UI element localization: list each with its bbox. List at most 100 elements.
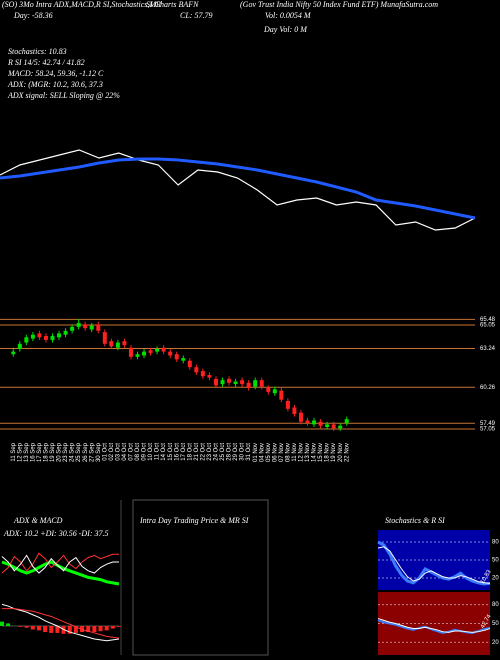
panel-title: ADX & MACD [13, 516, 63, 525]
x-tick-label: 29 Oct [233, 443, 239, 461]
candle-body [253, 380, 258, 387]
header-title: (SO) 3Mo Intra ADX,MACD,R SI,Stochastics… [2, 0, 161, 9]
info-line: ADX: (MGR: 10.2, 30.6, 37.3 [7, 80, 103, 89]
series-line [377, 619, 491, 634]
x-tick-label: 28 Oct [227, 443, 233, 461]
candle-body [148, 350, 153, 353]
price-level-label: 65.48 [480, 317, 496, 323]
candle-body [76, 323, 81, 327]
candle-body [168, 351, 173, 356]
x-tick-label: 18 Nov [325, 443, 331, 462]
x-tick-label: 02 Oct [109, 443, 115, 461]
histogram-bar [92, 626, 97, 633]
series-line [1, 560, 120, 586]
candle-body [174, 354, 179, 360]
y-tick-label: 80 [492, 602, 499, 608]
price-level-label: 63.24 [480, 346, 496, 352]
price-level-label: 65.05 [480, 323, 496, 329]
candle-body [17, 343, 22, 349]
x-tick-label: 08 Oct [135, 443, 141, 461]
series-line [377, 546, 491, 584]
histogram-bar [24, 626, 29, 628]
x-tick-label: 07 Oct [129, 443, 135, 461]
candle-body [298, 412, 303, 422]
histogram-bar [36, 626, 41, 631]
x-tick-label: 08 Nov [285, 443, 291, 462]
x-tick-label: 15 Oct [168, 443, 174, 461]
candle-body [122, 341, 127, 346]
histogram-bar [43, 626, 48, 633]
close-price: CL: 57.79 [180, 11, 212, 20]
x-tick-label: 07 Nov [279, 443, 285, 462]
x-tick-label: 11 Nov [292, 443, 298, 462]
x-tick-label: 12 Nov [299, 443, 305, 462]
x-tick-label: 25 Sep [76, 442, 82, 462]
series-line [0, 149, 476, 231]
x-tick-label: 14 Nov [312, 443, 318, 462]
histogram-bar [30, 626, 35, 630]
day-change: Day: -58.36 [13, 11, 53, 20]
y-tick-label: 80 [492, 540, 499, 546]
candle-body [312, 420, 317, 425]
x-tick-label: 22 Oct [200, 443, 206, 461]
y-tick-label: 50 [492, 621, 499, 627]
info-line: R SI 14/5: 42.74 / 41.82 [7, 58, 85, 67]
candle-body [187, 360, 192, 368]
x-tick-label: 15 Nov [318, 443, 324, 462]
candle-body [331, 424, 336, 429]
candle-body [240, 380, 245, 385]
x-tick-label: 30 Sep [96, 442, 102, 462]
x-tick-label: 17 Sep [37, 442, 43, 462]
panel-title: Intra Day Trading Price & MR SI [139, 516, 249, 525]
x-tick-label: 20 Nov [338, 443, 344, 462]
candle-body [279, 390, 284, 400]
intraday-box [132, 499, 269, 656]
series-line [377, 540, 491, 586]
y-tick-label: 20 [492, 576, 499, 582]
x-tick-label: 25 Oct [220, 443, 226, 461]
x-tick-label: 24 Sep [70, 442, 76, 462]
x-tick-label: 05 Nov [266, 443, 272, 462]
candle-body [135, 354, 140, 357]
candle-body [115, 342, 120, 348]
candle-body [259, 380, 264, 387]
series-line [1, 603, 120, 642]
candle-body [213, 378, 218, 386]
histogram-bar [49, 626, 54, 633]
candle-body [220, 380, 225, 385]
x-tick-label: 23 Oct [207, 443, 213, 461]
histogram-bar [6, 623, 11, 626]
candle-body [181, 358, 186, 361]
indicator-values: ADX: 10.2 +DI: 30.56 -DI: 37.5 [3, 529, 109, 538]
candle-body [344, 419, 349, 424]
candle-body [43, 336, 48, 340]
candle-body [142, 351, 147, 356]
candle-body [272, 389, 277, 394]
histogram-bar [110, 626, 115, 629]
candle-body [30, 334, 35, 339]
candle-body [37, 333, 42, 338]
x-tick-label: 17 Oct [181, 443, 187, 461]
x-tick-label: 21 Oct [194, 443, 200, 461]
x-tick-label: 20 Sep [57, 442, 63, 462]
candle-body [155, 349, 160, 352]
candle-body [325, 424, 330, 427]
candle-body [11, 351, 16, 355]
candle-body [70, 326, 75, 331]
x-tick-label: 19 Sep [50, 442, 56, 462]
candle-body [57, 333, 62, 338]
day-volume: Day Vol: 0 M [263, 25, 308, 34]
x-tick-label: 11 Oct [155, 443, 161, 461]
x-tick-label: 16 Oct [174, 443, 180, 461]
x-tick-label: 24 Oct [214, 443, 220, 461]
candle-body [200, 371, 205, 377]
x-tick-label: 31 Oct [246, 443, 252, 461]
candle-body [109, 341, 114, 347]
info-line: MACD: 58.24, 59.36, -1.12 C [7, 69, 104, 78]
histogram-bar [86, 626, 91, 633]
y-tick-label: 20 [492, 640, 499, 646]
series-line [1, 554, 119, 574]
candle-body [233, 381, 238, 385]
x-tick-label: 03 Oct [115, 443, 121, 461]
x-tick-label: 13 Sep [24, 442, 30, 462]
